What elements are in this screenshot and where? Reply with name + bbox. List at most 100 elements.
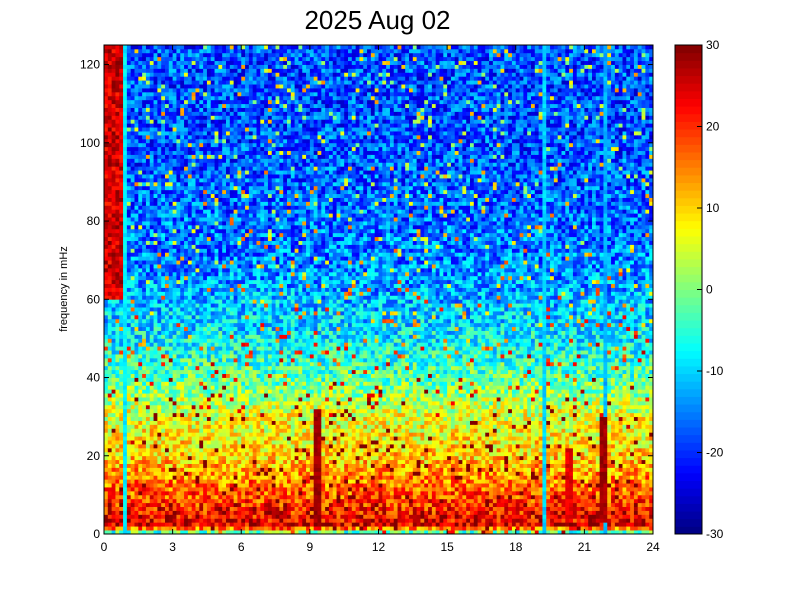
heatmap-cell <box>226 361 231 367</box>
heatmap-cell <box>210 119 215 124</box>
heatmap-cell <box>176 455 181 461</box>
heatmap-cell <box>180 522 185 527</box>
heatmap-cell <box>241 56 246 62</box>
heatmap-cell <box>134 506 139 511</box>
heatmap-cell <box>184 56 189 62</box>
heatmap-cell <box>168 420 174 425</box>
heatmap-cell <box>157 408 162 414</box>
heatmap-cell <box>123 52 128 58</box>
heatmap-cell <box>199 271 204 277</box>
heatmap-cell <box>233 131 238 136</box>
heatmap-cell <box>222 365 227 371</box>
heatmap-cell <box>233 138 238 144</box>
heatmap-cell <box>245 471 250 476</box>
heatmap-cell <box>214 138 219 144</box>
heatmap-cell <box>111 64 116 69</box>
heatmap-cell <box>138 217 143 222</box>
heatmap-cell <box>218 350 223 355</box>
heatmap-cell <box>111 240 116 245</box>
heatmap-cell <box>191 408 196 414</box>
heatmap-cell <box>123 271 128 277</box>
heatmap-cell <box>214 56 219 62</box>
heatmap-cell <box>172 170 177 175</box>
heatmap-cell <box>252 459 257 464</box>
heatmap-cell <box>107 185 113 191</box>
heatmap-cell <box>111 369 116 375</box>
heatmap-cell <box>214 84 219 89</box>
heatmap-cell <box>149 440 154 445</box>
heatmap-cell <box>214 119 219 124</box>
heatmap-cell <box>191 326 196 331</box>
heatmap-cell <box>176 420 181 425</box>
heatmap-cell <box>165 494 170 500</box>
heatmap-cell <box>206 291 212 296</box>
heatmap-cell <box>210 475 215 480</box>
heatmap-cell <box>130 275 135 281</box>
heatmap-cell <box>165 463 170 468</box>
heatmap-cell <box>176 334 181 339</box>
heatmap-cell <box>130 514 135 519</box>
heatmap-cell <box>184 479 189 484</box>
heatmap-cell <box>157 91 162 97</box>
heatmap-cell <box>245 275 250 281</box>
heatmap-cell <box>134 248 139 253</box>
heatmap-cell <box>126 314 132 320</box>
heatmap-cell <box>241 463 246 468</box>
heatmap-cell <box>210 498 215 504</box>
heatmap-cell <box>157 291 162 296</box>
heatmap-cell <box>153 326 158 331</box>
heatmap-cell <box>184 526 189 531</box>
heatmap-cell <box>218 80 223 85</box>
heatmap-cell <box>123 76 128 81</box>
heatmap-cell <box>134 377 139 382</box>
heatmap-cell <box>248 158 254 163</box>
heatmap-cell <box>222 494 227 500</box>
heatmap-cell <box>233 99 238 105</box>
heatmap-cell <box>126 232 132 238</box>
heatmap-cell <box>229 267 235 273</box>
heatmap-cell <box>134 385 139 390</box>
heatmap-cell <box>161 131 166 136</box>
heatmap-cell <box>237 522 242 527</box>
heatmap-cell <box>184 436 189 441</box>
heatmap-cell <box>233 64 238 69</box>
heatmap-cell <box>245 52 250 58</box>
heatmap-cell <box>184 397 189 402</box>
heatmap-cell <box>176 146 181 152</box>
heatmap-cell <box>210 385 215 390</box>
heatmap-cell <box>104 330 109 335</box>
heatmap-cell <box>252 232 257 238</box>
heatmap-cell <box>206 455 212 461</box>
heatmap-cell <box>210 221 215 226</box>
heatmap-cell <box>214 393 219 398</box>
heatmap-cell <box>241 134 246 140</box>
heatmap-cell <box>149 84 154 89</box>
heatmap-cell <box>153 178 158 183</box>
heatmap-cell <box>149 346 154 351</box>
heatmap-cell <box>165 467 170 472</box>
heatmap-cell <box>245 428 250 433</box>
heatmap-cell <box>222 162 227 167</box>
heatmap-cell <box>199 232 204 238</box>
heatmap-cell <box>176 393 181 398</box>
heatmap-cell <box>115 134 120 140</box>
heatmap-cell <box>206 361 212 367</box>
heatmap-cell <box>130 236 135 241</box>
heatmap-cell <box>191 428 196 433</box>
heatmap-cell <box>130 455 135 461</box>
heatmap-cell <box>134 95 139 101</box>
heatmap-cell <box>245 221 250 226</box>
heatmap-cell <box>184 393 189 398</box>
heatmap-cell <box>226 451 231 457</box>
heatmap-cell <box>229 416 235 421</box>
heatmap-cell <box>203 471 208 476</box>
heatmap-cell <box>248 205 254 210</box>
heatmap-cell <box>245 115 250 120</box>
heatmap-cell <box>226 330 231 335</box>
heatmap-cell <box>210 99 215 105</box>
heatmap-cell <box>111 123 116 128</box>
heatmap-cell <box>149 502 154 508</box>
heatmap-cell <box>165 197 170 202</box>
heatmap-cell <box>184 115 189 120</box>
heatmap-cell <box>222 451 227 457</box>
